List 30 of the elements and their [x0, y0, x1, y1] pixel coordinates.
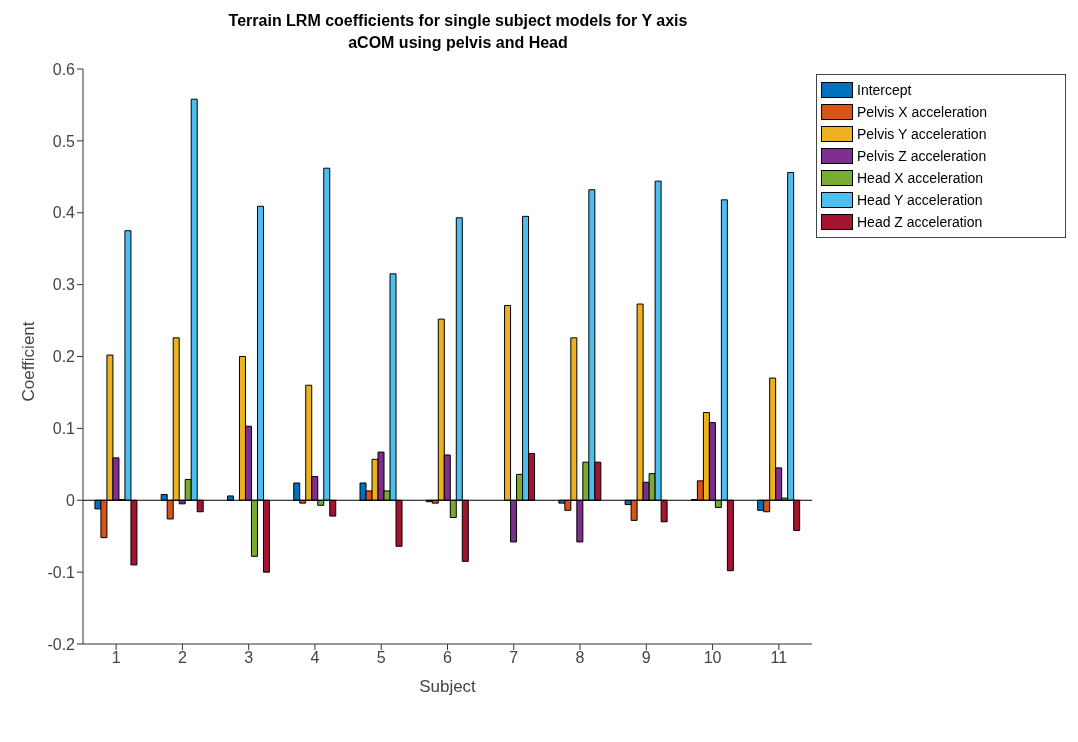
y-tick-label: 0 — [66, 491, 76, 509]
x-tick-label: 11 — [770, 649, 788, 667]
legend-label: Pelvis Y acceleration — [857, 125, 987, 143]
x-tick-label: 3 — [244, 649, 254, 667]
y-axis-title: Coefficient — [19, 321, 39, 402]
legend-label: Pelvis Z acceleration — [857, 147, 987, 165]
legend-label: Pelvis X acceleration — [857, 103, 987, 121]
x-tick-label: 4 — [310, 649, 320, 667]
x-tick-label: 9 — [641, 649, 651, 667]
y-tick-label: 0.3 — [52, 276, 76, 294]
legend-label: Head Z acceleration — [857, 213, 983, 231]
x-tick-label: 1 — [111, 649, 121, 667]
x-tick-label: 10 — [703, 649, 722, 667]
x-tick-label: 8 — [575, 649, 585, 667]
y-tick-label: -0.1 — [47, 563, 76, 581]
y-tick-label: 0.5 — [52, 132, 76, 150]
x-axis-title: Subject — [419, 677, 477, 696]
x-tick-label: 7 — [509, 649, 519, 667]
legend-label: Head X acceleration — [857, 169, 984, 187]
y-tick-label: 0.4 — [52, 204, 76, 222]
y-tick-label: 0.6 — [52, 60, 76, 78]
legend-label: Head Y acceleration — [857, 191, 983, 209]
y-tick-label: 0.2 — [52, 348, 76, 366]
x-tick-label: 2 — [177, 649, 187, 667]
chart-title: Terrain LRM coefficients for single subject models for Y axis aCOM using pelvis and Head — [227, 11, 689, 53]
y-tick-label: -0.2 — [47, 635, 76, 653]
y-tick-label: 0.1 — [52, 420, 76, 438]
x-tick-label: 5 — [376, 649, 386, 667]
legend-label: Intercept — [857, 81, 912, 99]
x-tick-label: 6 — [443, 649, 453, 667]
